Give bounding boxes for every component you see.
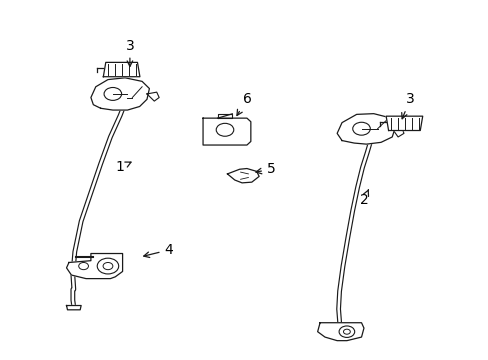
Polygon shape: [147, 92, 159, 101]
Polygon shape: [103, 62, 140, 77]
Polygon shape: [227, 168, 259, 183]
Polygon shape: [386, 116, 422, 131]
Polygon shape: [91, 78, 149, 110]
Circle shape: [79, 262, 88, 270]
Text: 4: 4: [143, 243, 173, 257]
Polygon shape: [66, 306, 81, 310]
Text: 6: 6: [237, 92, 251, 116]
Circle shape: [103, 262, 113, 270]
Polygon shape: [336, 114, 395, 144]
Polygon shape: [391, 128, 403, 137]
Circle shape: [97, 258, 119, 274]
Circle shape: [216, 123, 233, 136]
Circle shape: [343, 329, 349, 334]
Polygon shape: [317, 323, 363, 341]
Circle shape: [352, 122, 369, 135]
Text: 3: 3: [401, 92, 414, 119]
Text: 3: 3: [125, 39, 134, 67]
Text: 5: 5: [255, 162, 275, 176]
Text: 2: 2: [359, 190, 368, 207]
Polygon shape: [66, 253, 122, 279]
Circle shape: [338, 326, 354, 337]
Circle shape: [104, 87, 122, 100]
Polygon shape: [203, 118, 250, 145]
Text: 1: 1: [116, 161, 131, 175]
